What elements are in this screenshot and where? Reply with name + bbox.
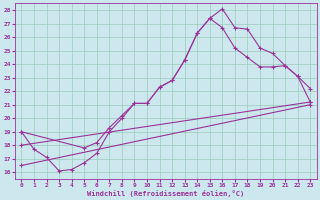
X-axis label: Windchill (Refroidissement éolien,°C): Windchill (Refroidissement éolien,°C) [87, 190, 244, 197]
